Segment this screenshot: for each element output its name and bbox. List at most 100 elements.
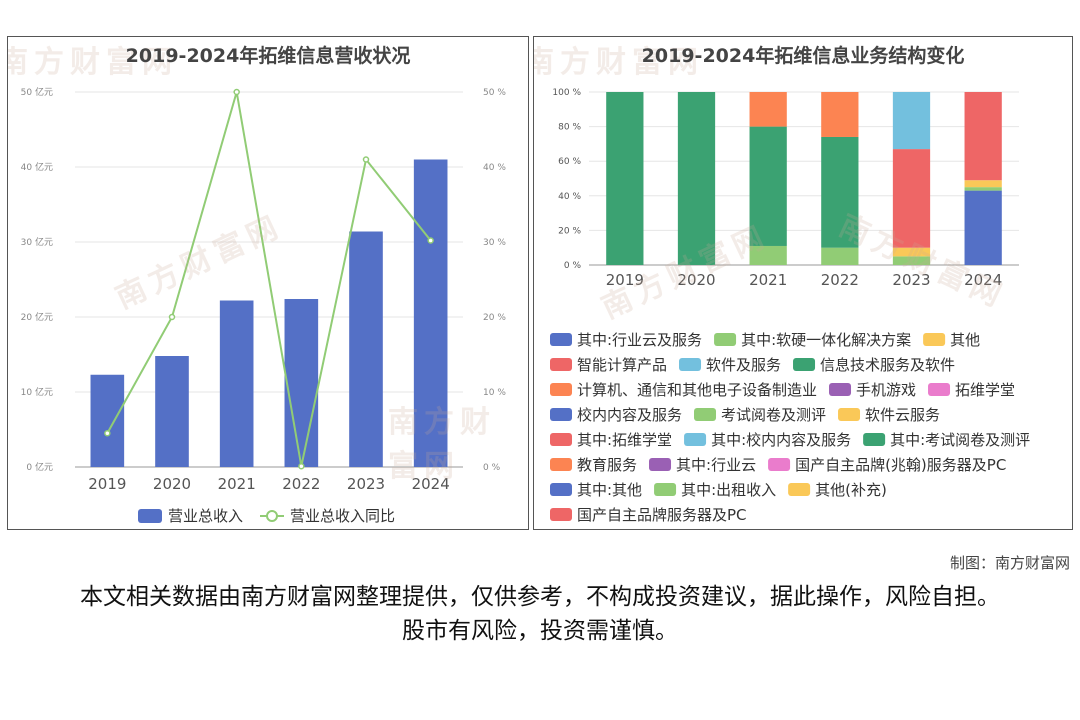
x-tick-label: 2020: [677, 271, 715, 289]
y-tick-label: 40 %: [558, 192, 581, 202]
legend-swatch: [550, 483, 572, 496]
legend-label: 校内内容及服务: [577, 406, 682, 424]
structure-chart: 0 % 20 % 40 % 60 % 80 % 100 % 2019 2020 2021 2022…: [550, 88, 1030, 524]
legend-swatch: [838, 408, 861, 421]
revenue-bar: [349, 231, 383, 467]
legend-label: 其中:软硬一体化解决方案: [741, 331, 911, 349]
legend-swatch: [768, 458, 791, 471]
legend-label: 智能计算产品: [577, 356, 667, 374]
stack-segment: [749, 126, 787, 246]
stack-segment: [892, 149, 931, 248]
legend-swatch: [923, 333, 946, 346]
legend-label: 其中:行业云及服务: [577, 331, 702, 349]
x-tick-label: 2020: [153, 475, 191, 493]
stack-segment: [964, 187, 1002, 191]
y-left-tick-label: 30 亿元: [21, 236, 53, 248]
stack-segment: [964, 190, 1002, 265]
stack-segment: [964, 180, 1002, 188]
legend-swatch: [649, 458, 672, 471]
legend-label: 信息技术服务及软件: [820, 356, 955, 374]
legend-swatch: [928, 383, 951, 396]
y-tick-label: 20 %: [558, 226, 581, 236]
stack-segment: [821, 136, 859, 248]
legend-swatch: [694, 408, 717, 421]
yoy-point: [233, 88, 240, 96]
legend-swatch: [654, 483, 677, 496]
legend-swatch: [550, 508, 572, 521]
y-tick-label: 80 %: [558, 123, 581, 133]
legend-swatch: [550, 383, 572, 396]
structure-chart-panel: 南方财富网 南方财富网 南方财富网 2019-2024年拓维信息业务结构变化 0…: [533, 36, 1073, 530]
legend-label: 其他: [950, 331, 980, 349]
revenue-chart-panel: 南方财富网 南方财富网 南方财富网 2019-2024年拓维信息营收状况 0 亿…: [7, 36, 529, 530]
legend-label: 手机游戏: [856, 381, 916, 399]
legend-bar-label: 营业总收入: [168, 507, 243, 525]
legend-swatch: [684, 433, 707, 446]
x-tick-label: 2024: [964, 271, 1002, 289]
legend-swatch: [550, 358, 572, 371]
yoy-point: [427, 237, 434, 244]
stack-segment: [964, 92, 1002, 181]
y-right-tick-label: 40 %: [483, 163, 506, 173]
y-right-tick-label: 50 %: [483, 88, 506, 98]
legend-swatch: [550, 458, 572, 471]
y-right-tick-label: 20 %: [483, 313, 506, 323]
legend-label: 其中:拓维学堂: [577, 431, 672, 449]
revenue-bar: [219, 300, 254, 467]
x-tick-label: 2021: [218, 475, 256, 493]
chart-credit: 制图：南方财富网: [949, 554, 1070, 572]
stack-segment: [892, 92, 931, 150]
y-tick-label: 60 %: [558, 157, 581, 167]
legend-swatch: [550, 433, 572, 446]
legend-label: 其中:行业云: [676, 456, 756, 474]
stack-segment: [749, 92, 787, 127]
legend-line-marker: [266, 510, 278, 522]
legend-bar-swatch: [138, 509, 162, 523]
legend-swatch: [788, 483, 811, 496]
x-tick-label: 2023: [892, 271, 930, 289]
x-tick-label: 2019: [88, 475, 126, 493]
structure-chart-title: 2019-2024年拓维信息业务结构变化: [641, 45, 965, 67]
legend-label: 考试阅卷及测评: [721, 406, 826, 424]
x-tick-label: 2023: [347, 475, 385, 493]
revenue-chart-title: 2019-2024年拓维信息营收状况: [125, 45, 411, 67]
legend-label: 国产自主品牌(兆翰)服务器及PC: [795, 456, 1006, 474]
legend-label: 其中:校内内容及服务: [711, 431, 851, 449]
legend-swatch: [714, 333, 737, 346]
x-tick-label: 2024: [412, 475, 450, 493]
legend-line-label: 营业总收入同比: [290, 507, 395, 525]
y-right-tick-label: 0 %: [483, 463, 501, 473]
legend-label: 拓维学堂: [955, 381, 1015, 399]
legend-swatch: [793, 358, 816, 371]
stack-segment: [821, 92, 859, 137]
legend-label: 教育服务: [577, 456, 637, 474]
stack-segment: [892, 247, 931, 257]
y-left-tick-label: 20 亿元: [21, 311, 53, 323]
x-tick-label: 2021: [749, 271, 787, 289]
revenue-chart: 0 亿元 10 亿元 20 亿元 30 亿元 40 亿元 50 亿元 0 % 10 % 20 %…: [21, 86, 507, 525]
y-left-tick-label: 40 亿元: [21, 161, 53, 173]
revenue-bar: [155, 356, 189, 467]
yoy-point: [104, 430, 111, 437]
y-left-tick-label: 50 亿元: [21, 86, 53, 98]
y-left-tick-label: 10 亿元: [21, 386, 53, 398]
legend-swatch: [550, 333, 572, 346]
legend-label: 其中:其他: [577, 481, 642, 499]
disclaimer: 本文相关数据由南方财富网整理提供，仅供参考，不构成投资建议，据此操作，风险自担。…: [80, 584, 1000, 644]
legend-swatch: [550, 408, 572, 421]
legend-label: 其中:考试阅卷及测评: [890, 431, 1030, 449]
stack-segment: [892, 256, 931, 265]
legend-swatch: [829, 383, 852, 396]
stack-segment: [606, 92, 644, 265]
x-tick-label: 2022: [821, 271, 859, 289]
yoy-point: [362, 156, 370, 163]
y-right-tick-label: 30 %: [483, 238, 506, 248]
y-tick-label: 0 %: [564, 261, 582, 271]
revenue-bar: [90, 374, 125, 467]
x-tick-label: 2019: [606, 271, 644, 289]
legend-label: 软件云服务: [865, 406, 940, 424]
legend-label: 其他(补充): [815, 481, 887, 499]
yoy-point: [298, 463, 305, 470]
y-right-tick-label: 10 %: [483, 388, 506, 398]
legend-label: 计算机、通信和其他电子设备制造业: [577, 381, 817, 399]
